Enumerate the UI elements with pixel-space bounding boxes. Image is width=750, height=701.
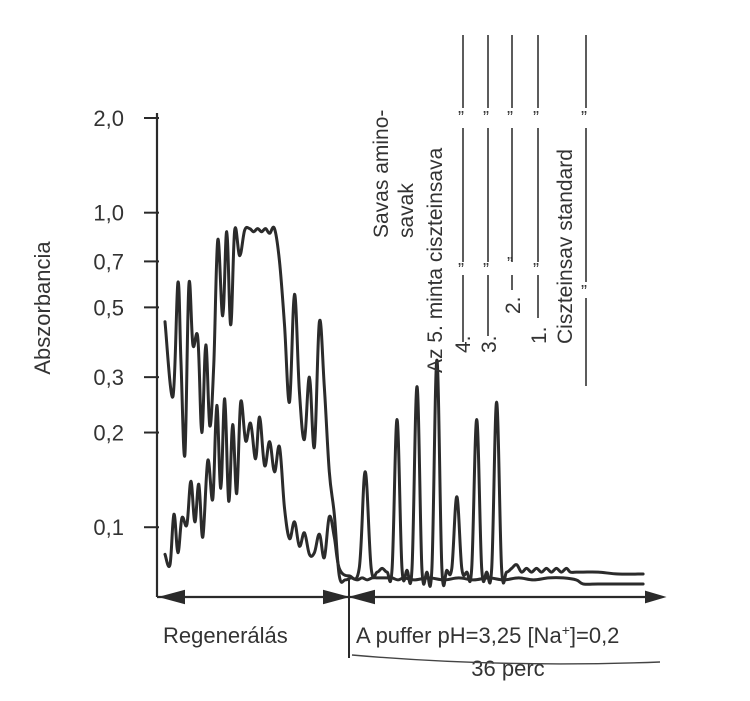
y-tick-label: 0,7 [93, 249, 124, 274]
ditto-mark: ” [533, 108, 539, 128]
segment-label-puffer: A puffer pH=3,25 [Na+]=0,2 [356, 622, 619, 648]
ditto-mark: ” [507, 254, 513, 274]
ditto-mark: ” [581, 108, 587, 128]
annotation-sample-2: 2. [502, 296, 525, 314]
y-tick-label: 2,0 [93, 106, 124, 131]
y-tick-label: 0,1 [93, 515, 124, 540]
annotations: Savas amino- savak Az 5. minta ciszteins… [370, 110, 577, 373]
y-ticks: 2,0 1,0 0,7 0,5 0,3 0,2 0,1 [93, 106, 159, 540]
ditto-mark: ” [507, 108, 513, 128]
y-tick-label: 0,3 [93, 365, 124, 390]
y-axis-label: Abszorbancia [30, 241, 55, 375]
ditto-marks: ” ” ” ” ” ” ” ” ” ” [458, 108, 587, 302]
ditto-mark: ” [533, 260, 539, 280]
series-group [163, 225, 645, 588]
ditto-mark: ” [458, 260, 464, 280]
annotation-sample-3: 3. [478, 335, 501, 353]
annotation-sample-1: 1. [528, 326, 551, 344]
brace-curve [351, 654, 661, 665]
axes [155, 113, 660, 599]
series-line-upper-trace [163, 225, 645, 586]
y-tick-label: 1,0 [93, 201, 124, 226]
series-line-lower-trace [163, 358, 645, 588]
ditto-mark: ” [483, 108, 489, 128]
y-tick-label: 0,5 [93, 295, 124, 320]
x-segments [158, 580, 667, 658]
arrow-regen-right [323, 589, 350, 605]
puffer-sup: + [562, 622, 570, 638]
annotation-savas-line2: savak [395, 183, 418, 238]
annotation-sample-4: 4. [452, 335, 475, 353]
puffer-tail: ]=0,2 [570, 623, 620, 648]
ditto-mark: ” [458, 108, 464, 128]
annotation-minta: Az 5. minta ciszteinsava [424, 147, 447, 373]
arrow-buffer-right [645, 590, 667, 604]
arrow-regen-left [158, 589, 185, 605]
arrow-buffer-left [348, 589, 375, 605]
puffer-main: A puffer pH=3,25 [Na [356, 623, 562, 648]
segment-sublabel-perc: 36 perc [471, 656, 544, 681]
annotation-standard: Ciszteinsav standard [554, 149, 577, 344]
annotation-savas-line1: Savas amino- [370, 110, 393, 238]
y-tick-label: 0,2 [93, 421, 124, 446]
ditto-mark: ” [483, 260, 489, 280]
ditto-mark: ” [581, 282, 587, 302]
segment-label-regeneralas: Regenerálás [163, 623, 288, 648]
fraction-markers [462, 35, 587, 386]
